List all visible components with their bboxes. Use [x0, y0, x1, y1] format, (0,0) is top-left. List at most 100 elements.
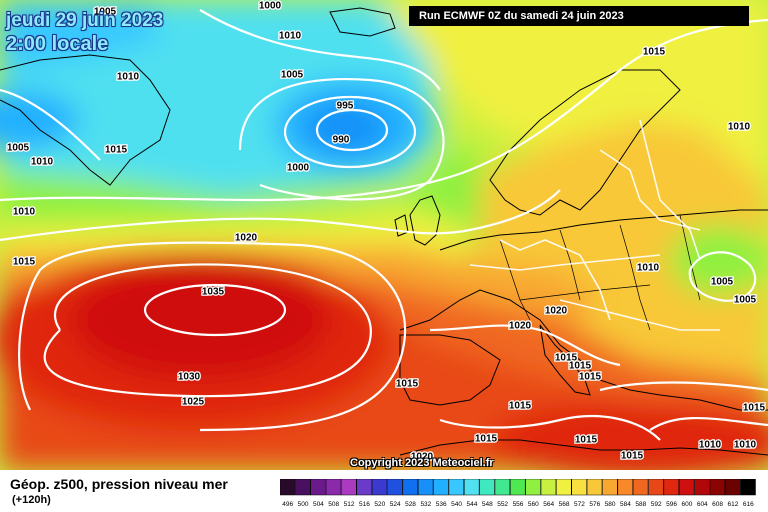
scale-label: 524 — [390, 501, 401, 508]
isobar-label: 1020 — [545, 306, 568, 317]
isobar-label: 1020 — [235, 233, 258, 244]
scale-swatch — [740, 479, 756, 496]
scale-label: 612 — [728, 501, 739, 508]
scale-swatch — [663, 479, 679, 496]
model-run-label: Run ECMWF 0Z du samedi 24 juin 2023 — [409, 6, 749, 26]
scale-label: 608 — [712, 501, 723, 508]
scale-label: 568 — [559, 501, 570, 508]
scale-swatch — [341, 479, 357, 496]
scale-label: 552 — [497, 501, 508, 508]
isobar-label: 1010 — [117, 72, 140, 83]
scale-label: 580 — [605, 501, 616, 508]
isobar-label: 1020 — [509, 321, 532, 332]
isobar-label: 1005 — [7, 143, 30, 154]
scale-swatch — [648, 479, 664, 496]
scale-swatch — [556, 479, 572, 496]
isobar-label: 1010 — [279, 31, 302, 42]
isobar-label: 1015 — [569, 361, 592, 372]
isobar-label: 1030 — [178, 372, 201, 383]
scale-swatch — [586, 479, 603, 496]
scale-label: 600 — [681, 501, 692, 508]
isobar-label: 1000 — [287, 163, 310, 174]
isobar-label: 1010 — [13, 207, 36, 218]
scale-label: 536 — [436, 501, 447, 508]
isobar-label: 1005 — [734, 295, 757, 306]
isobar-label: 1015 — [621, 451, 644, 462]
scale-label: 528 — [405, 501, 416, 508]
scale-swatch — [494, 479, 511, 496]
scale-swatch — [325, 479, 342, 496]
isobar-label: 995 — [337, 101, 354, 112]
scale-swatch — [525, 479, 541, 496]
legend-subtitle: (+120h) — [12, 494, 51, 506]
scale-label: 616 — [743, 501, 754, 508]
isobar-label: 1015 — [105, 145, 128, 156]
isobar-label: 1000 — [259, 1, 282, 12]
scale-label: 596 — [666, 501, 677, 508]
scale-swatch — [371, 479, 388, 496]
forecast-date: jeudi 29 juin 2023 — [6, 10, 164, 31]
scale-label: 560 — [528, 501, 539, 508]
isobar-label: 1015 — [396, 379, 419, 390]
scale-swatch — [417, 479, 434, 496]
scale-label: 532 — [420, 501, 431, 508]
isobar-label: 1015 — [575, 435, 598, 446]
scale-swatch — [387, 479, 403, 496]
isobar-label: 1010 — [31, 157, 54, 168]
scale-label: 564 — [543, 501, 554, 508]
scale-label: 548 — [482, 501, 493, 508]
isobar-label: 1005 — [711, 277, 734, 288]
scale-swatch — [540, 479, 557, 496]
scale-label: 512 — [344, 501, 355, 508]
scale-label: 588 — [635, 501, 646, 508]
scale-swatch — [356, 479, 372, 496]
scale-swatch — [280, 479, 296, 496]
coastlines — [0, 7, 768, 456]
scale-swatch — [709, 479, 726, 496]
scale-label: 520 — [374, 501, 385, 508]
isobar-label: 990 — [333, 135, 350, 146]
scale-swatch — [310, 479, 326, 496]
scale-swatch — [295, 479, 311, 496]
scale-swatch — [678, 479, 695, 496]
scale-label: 584 — [620, 501, 631, 508]
isobar-label: 1025 — [182, 397, 205, 408]
scale-label: 576 — [589, 501, 600, 508]
isobar-label: 1010 — [734, 440, 757, 451]
isobar-label: 1015 — [579, 372, 602, 383]
isobar-label: 1010 — [699, 440, 722, 451]
scale-label: 556 — [513, 501, 524, 508]
scale-swatch — [632, 479, 649, 496]
scale-label: 572 — [574, 501, 585, 508]
forecast-local-time: 2:00 locale — [6, 33, 109, 55]
scale-label: 508 — [328, 501, 339, 508]
isobar-label: 1015 — [643, 47, 666, 58]
scale-swatch — [602, 479, 618, 496]
isobar-label: 1035 — [202, 287, 225, 298]
scale-swatch — [433, 479, 449, 496]
isobar-label: 1005 — [94, 7, 117, 18]
isobar-label: 1005 — [281, 70, 304, 81]
scale-label: 516 — [359, 501, 370, 508]
isobar-label: 1010 — [637, 263, 660, 274]
scale-label: 500 — [298, 501, 309, 508]
isobar-label: 1015 — [475, 434, 498, 445]
legend-title: Géop. z500, pression niveau mer — [10, 476, 228, 492]
isobar-label: 1020 — [411, 452, 434, 463]
scale-swatch — [694, 479, 710, 496]
isobar-label: 1015 — [509, 401, 532, 412]
isobars — [0, 9, 768, 441]
isobar-label: 1015 — [555, 353, 578, 364]
scale-swatch — [402, 479, 418, 496]
copyright-text: Copyright 2023 Meteociel.fr — [350, 457, 494, 469]
scale-swatch — [617, 479, 633, 496]
scale-label: 504 — [313, 501, 324, 508]
scale-label: 592 — [651, 501, 662, 508]
scale-label: 604 — [697, 501, 708, 508]
scale-swatch — [479, 479, 495, 496]
scale-swatch — [725, 479, 741, 496]
color-scale: 496 500 504 508 512 516 520 524 528 532 536 540 544 5… — [280, 479, 756, 508]
country-borders — [469, 119, 720, 331]
